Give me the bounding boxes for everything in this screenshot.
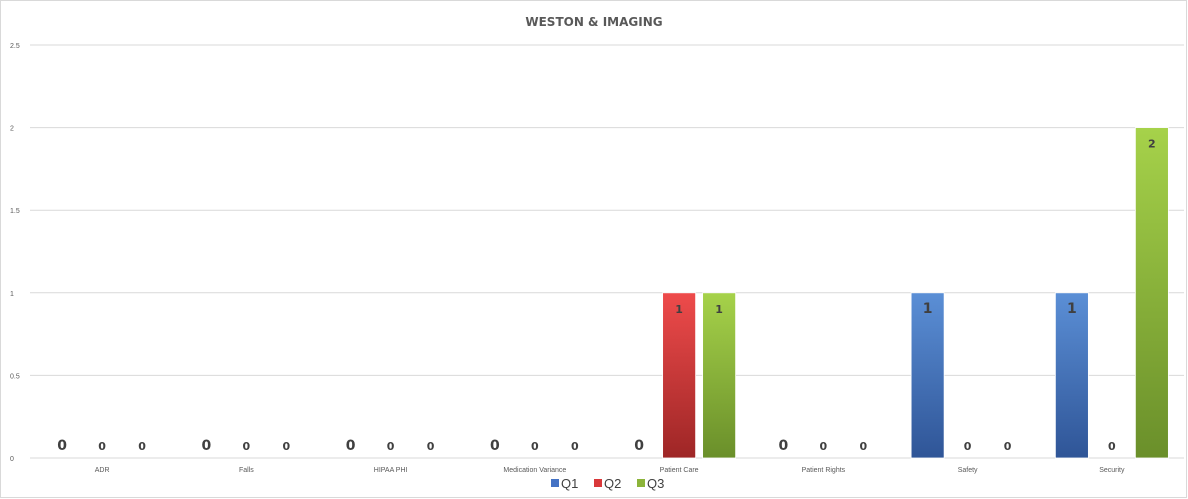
x-tick-label: Patient Care [660,467,699,474]
data-label: 0 [346,438,356,454]
data-label: 0 [820,440,828,453]
data-label: 0 [427,440,435,453]
bar-q3-security [1134,127,1169,459]
data-label: 0 [283,440,291,453]
legend-label-q2: Q2 [604,476,621,491]
data-label: 0 [98,440,106,453]
legend: Q1 Q2 Q3 [551,476,664,491]
x-tick-label: Medication Variance [503,467,566,474]
legend-label-q3: Q3 [647,476,664,491]
data-label: 0 [57,438,67,454]
legend-swatch-q3 [637,479,645,487]
x-tick-label: Patient Rights [802,467,846,474]
data-label: 0 [571,440,579,453]
x-tick-label: Falls [239,467,254,474]
data-label: 0 [860,440,868,453]
bar-q2-patient-care [662,292,697,459]
data-label: 0 [387,440,395,453]
legend-swatch-q1 [551,479,559,487]
data-label: 0 [779,438,789,454]
bar-q3-patient-care [702,292,737,459]
y-tick-label: 2.5 [10,43,20,50]
y-tick-label: 0.5 [10,373,20,380]
y-tick-label: 2 [10,126,14,133]
x-tick-label: HIPAA PHI [374,467,408,474]
legend-label-q1: Q1 [561,476,578,491]
chart-title: WESTON & IMAGING [525,15,662,29]
legend-swatch-q2 [594,479,602,487]
x-tick-label: ADR [95,467,110,474]
data-label: 0 [1004,440,1012,453]
data-label: 1 [1067,301,1077,317]
data-label: 1 [715,303,723,316]
y-tick-label: 0 [10,456,14,463]
data-label: 0 [202,438,212,454]
bar-q1-safety [910,292,945,459]
data-label: 2 [1148,138,1156,151]
data-label: 0 [1108,440,1116,453]
data-label: 0 [964,440,972,453]
data-label: 0 [531,440,539,453]
bar-q1-security [1054,292,1089,459]
data-label: 1 [923,301,933,317]
x-tick-label: Security [1099,467,1125,474]
x-tick-label: Safety [958,467,978,474]
y-tick-label: 1 [10,291,14,298]
y-tick-label: 1.5 [10,208,20,215]
data-label: 0 [138,440,146,453]
data-label: 0 [490,438,500,454]
data-label: 0 [634,438,644,454]
data-label: 1 [675,303,683,316]
data-label: 0 [243,440,251,453]
